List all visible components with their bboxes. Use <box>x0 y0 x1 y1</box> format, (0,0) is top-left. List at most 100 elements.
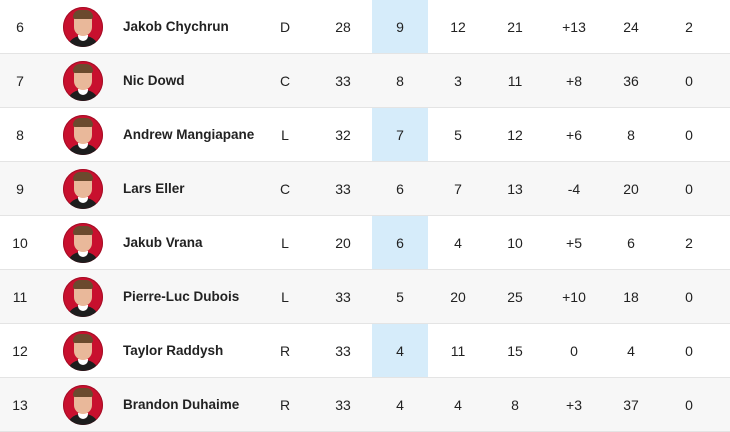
power-play-goals-cell: 0 <box>685 396 693 413</box>
penalty-minutes-cell: 6 <box>627 234 635 251</box>
power-play-goals-cell: 0 <box>685 288 693 305</box>
rank-cell: 12 <box>12 342 28 359</box>
avatar[interactable] <box>62 108 104 161</box>
plus-minus-cell: +13 <box>562 18 586 35</box>
games-played-cell: 33 <box>335 288 351 305</box>
avatar[interactable] <box>62 378 104 431</box>
goals-cell: 6 <box>396 180 404 197</box>
power-play-goals-cell: 2 <box>685 234 693 251</box>
rank-cell: 13 <box>12 396 28 413</box>
avatar[interactable] <box>62 324 104 377</box>
position-cell: R <box>279 342 291 359</box>
assists-cell: 4 <box>454 234 462 251</box>
plus-minus-cell: 0 <box>570 342 578 359</box>
avatar[interactable] <box>62 54 104 107</box>
avatar[interactable] <box>62 270 104 323</box>
player-headshot-icon[interactable] <box>63 6 103 47</box>
points-cell: 8 <box>511 396 519 413</box>
penalty-minutes-cell: 20 <box>623 180 639 197</box>
player-name-link[interactable]: Nic Dowd <box>123 72 185 88</box>
table-row[interactable]: 9 Lars Eller C 33 6 7 13 -4 20 0 <box>0 162 730 216</box>
plus-minus-cell: +6 <box>566 126 582 143</box>
games-played-cell: 33 <box>335 180 351 197</box>
assists-cell: 7 <box>454 180 462 197</box>
position-cell: C <box>279 180 291 197</box>
penalty-minutes-cell: 36 <box>623 72 639 89</box>
rank-cell: 6 <box>16 18 24 35</box>
penalty-minutes-cell: 8 <box>627 126 635 143</box>
power-play-goals-cell: 0 <box>685 342 693 359</box>
power-play-goals-cell: 0 <box>685 126 693 143</box>
player-headshot-icon[interactable] <box>63 330 103 371</box>
games-played-cell: 33 <box>335 72 351 89</box>
table-row[interactable]: 13 Brandon Duhaime R 33 4 4 8 +3 37 0 <box>0 378 730 432</box>
position-cell: R <box>279 396 291 413</box>
plus-minus-cell: +5 <box>566 234 582 251</box>
table-row[interactable]: 6 Jakob Chychrun D 28 9 12 21 +13 24 2 <box>0 0 730 54</box>
table-row[interactable]: 7 Nic Dowd C 33 8 3 11 +8 36 0 <box>0 54 730 108</box>
rank-cell: 11 <box>12 288 28 305</box>
assists-cell: 12 <box>450 18 466 35</box>
points-cell: 21 <box>507 18 523 35</box>
rank-cell: 7 <box>16 72 24 89</box>
player-name-link[interactable]: Lars Eller <box>123 180 185 196</box>
table-row[interactable]: 12 Taylor Raddysh R 33 4 11 15 0 4 0 <box>0 324 730 378</box>
points-cell: 13 <box>507 180 523 197</box>
position-cell: L <box>281 126 289 143</box>
assists-cell: 20 <box>450 288 466 305</box>
player-headshot-icon[interactable] <box>63 276 103 317</box>
plus-minus-cell: +10 <box>562 288 586 305</box>
penalty-minutes-cell: 4 <box>627 342 635 359</box>
penalty-minutes-cell: 24 <box>623 18 639 35</box>
assists-cell: 11 <box>450 342 466 359</box>
player-name-link[interactable]: Jakob Chychrun <box>123 18 229 34</box>
player-name-link[interactable]: Pierre-Luc Dubois <box>123 288 240 304</box>
goals-cell: 4 <box>396 342 404 359</box>
power-play-goals-cell: 0 <box>685 72 693 89</box>
assists-cell: 4 <box>454 396 462 413</box>
goals-cell: 8 <box>396 72 404 89</box>
plus-minus-cell: -4 <box>567 180 581 197</box>
table-row[interactable]: 11 Pierre-Luc Dubois L 33 5 20 25 +10 18 0 <box>0 270 730 324</box>
player-headshot-icon[interactable] <box>63 168 103 209</box>
points-cell: 25 <box>507 288 523 305</box>
position-cell: L <box>281 234 289 251</box>
plus-minus-cell: +3 <box>566 396 582 413</box>
points-cell: 15 <box>507 342 523 359</box>
assists-cell: 5 <box>454 126 462 143</box>
player-headshot-icon[interactable] <box>63 60 103 101</box>
player-name-link[interactable]: Taylor Raddysh <box>123 342 224 358</box>
position-cell: D <box>279 18 291 35</box>
player-headshot-icon[interactable] <box>63 114 103 155</box>
table-row[interactable]: 8 Andrew Mangiapane L 32 7 5 12 +6 8 0 <box>0 108 730 162</box>
penalty-minutes-cell: 37 <box>623 396 639 413</box>
avatar[interactable] <box>62 216 104 269</box>
goals-cell: 6 <box>396 234 404 251</box>
player-headshot-icon[interactable] <box>63 222 103 263</box>
games-played-cell: 32 <box>335 126 351 143</box>
goals-cell: 5 <box>396 288 404 305</box>
avatar[interactable] <box>62 0 104 53</box>
points-cell: 12 <box>507 126 523 143</box>
games-played-cell: 33 <box>335 342 351 359</box>
table-row[interactable]: 10 Jakub Vrana L 20 6 4 10 +5 6 2 <box>0 216 730 270</box>
goals-cell: 7 <box>396 126 404 143</box>
player-name-link[interactable]: Andrew Mangiapane <box>123 126 255 142</box>
points-cell: 10 <box>507 234 523 251</box>
games-played-cell: 20 <box>335 234 351 251</box>
rank-cell: 8 <box>16 126 24 143</box>
rank-cell: 9 <box>16 180 24 197</box>
player-name-link[interactable]: Jakub Vrana <box>123 234 203 250</box>
games-played-cell: 28 <box>335 18 351 35</box>
avatar[interactable] <box>62 162 104 215</box>
power-play-goals-cell: 0 <box>685 180 693 197</box>
penalty-minutes-cell: 18 <box>623 288 639 305</box>
goals-cell: 9 <box>396 18 404 35</box>
points-cell: 11 <box>507 72 523 89</box>
player-headshot-icon[interactable] <box>63 384 103 425</box>
goals-cell: 4 <box>396 396 404 413</box>
player-name-link[interactable]: Brandon Duhaime <box>123 396 240 412</box>
rank-cell: 10 <box>12 234 28 251</box>
assists-cell: 3 <box>454 72 462 89</box>
